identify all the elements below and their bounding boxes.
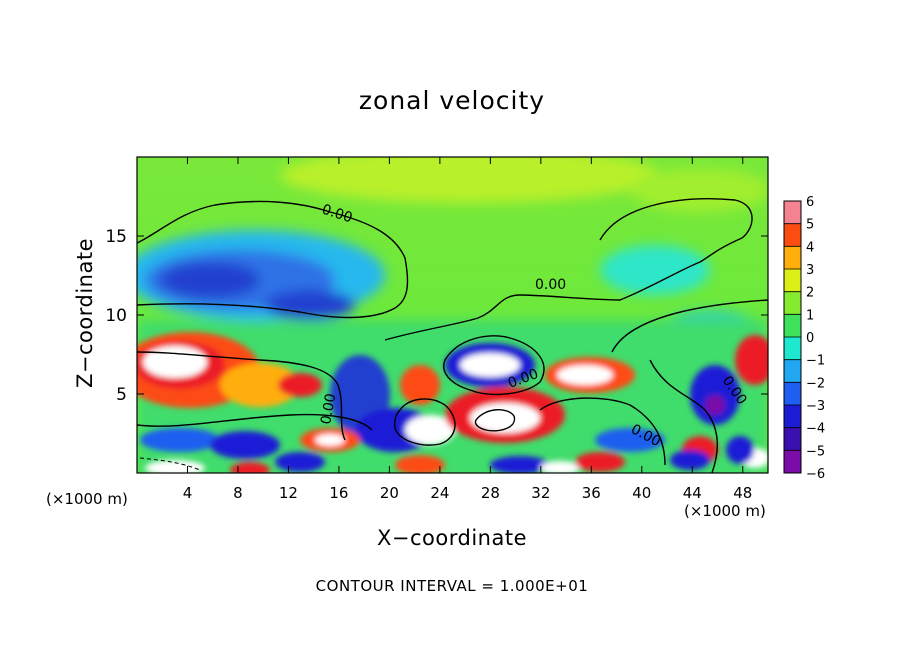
x-unit-label: (×1000 m) (684, 502, 766, 520)
colorbar-swatch (784, 314, 801, 337)
colorbar-swatch (784, 269, 801, 292)
colorbar-swatch (784, 450, 801, 473)
colorbar-label: 6 (806, 195, 814, 210)
colorbar-label: −1 (806, 354, 825, 369)
colorbar: −6 −5 −4 −3 −2 −1 0 1 2 3 4 5 6 (783, 195, 825, 482)
contour-label: 0.00 (535, 277, 566, 293)
colorbar-label: 0 (806, 331, 814, 346)
x-axis-label: X−coordinate (377, 526, 527, 550)
colorbar-label: −4 (806, 422, 825, 437)
x-tick-label: 12 (279, 484, 298, 502)
colorbar-label: −6 (806, 467, 825, 482)
colorbar-label: 4 (806, 240, 814, 255)
colorbar-swatch (784, 337, 801, 360)
x-tick-label: 16 (329, 484, 348, 502)
y-axis-label: Z−coordinate (73, 238, 97, 388)
y-tick-label: 15 (105, 227, 127, 247)
colorbar-swatch (784, 359, 801, 383)
x-tick-label: 4 (183, 484, 193, 502)
colorbar-label: 2 (806, 286, 814, 301)
x-tick-label: 36 (582, 484, 601, 502)
colorbar-label: 5 (806, 218, 814, 233)
x-tick-label: 40 (632, 484, 651, 502)
x-tick-label: 28 (481, 484, 500, 502)
colorbar-swatch (784, 382, 801, 405)
y-axis: 5 10 15 (105, 227, 768, 405)
x-tick-label: 32 (531, 484, 550, 502)
velocity-field (137, 157, 768, 473)
colorbar-label: 1 (806, 308, 814, 323)
zero-contours (137, 198, 768, 473)
colorbar-label: −5 (806, 444, 825, 459)
colorbar-label: 3 (806, 263, 814, 278)
x-tick-label: 8 (233, 484, 243, 502)
colorbar-swatch (784, 405, 801, 428)
colorbar-swatch (784, 291, 801, 315)
colorbar-label: −2 (806, 376, 825, 391)
contour-interval-note: CONTOUR INTERVAL = 1.000E+01 (315, 577, 589, 595)
z-unit-label: (×1000 m) (46, 490, 128, 508)
colorbar-label: −3 (806, 399, 825, 414)
colorbar-swatch (784, 246, 801, 269)
colorbar-swatch (784, 201, 801, 224)
x-axis: 4 8 12 16 20 24 28 32 36 40 44 48 (183, 157, 752, 502)
contour-label: 0.00 (318, 392, 339, 425)
y-tick-label: 10 (105, 306, 127, 326)
chart-title: zonal velocity (358, 86, 546, 115)
x-tick-label: 48 (733, 484, 752, 502)
y-tick-label: 5 (116, 385, 127, 405)
x-tick-label: 20 (380, 484, 399, 502)
x-tick-label: 24 (430, 484, 449, 502)
x-tick-label: 44 (683, 484, 702, 502)
colorbar-swatch (784, 223, 801, 247)
colorbar-swatch (784, 427, 801, 451)
